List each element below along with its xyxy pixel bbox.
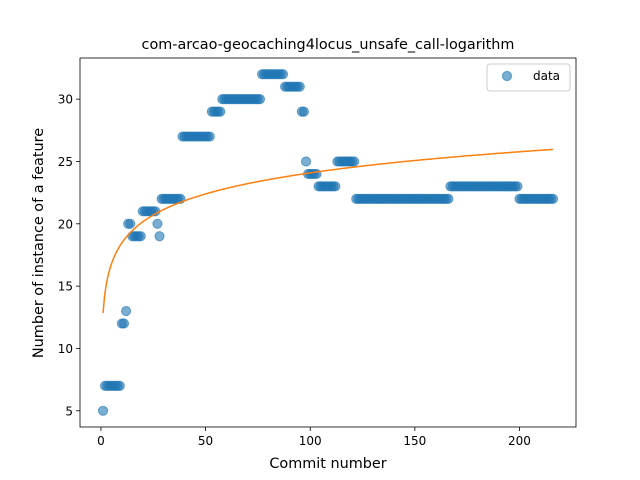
x-tick-label: 200 — [508, 434, 531, 448]
y-axis-label: Number of instance of a feature — [31, 128, 47, 358]
data-point — [443, 193, 454, 204]
data-point — [154, 231, 165, 242]
data-point — [254, 94, 266, 105]
data-point — [215, 106, 226, 117]
data-point — [152, 218, 163, 229]
legend-box — [486, 63, 571, 92]
plot-frame — [79, 57, 577, 428]
x-tick-label: 0 — [97, 434, 105, 448]
y-tick-label: 20 — [58, 217, 73, 231]
x-tick-label: 100 — [299, 434, 322, 448]
data-point — [277, 69, 289, 80]
data-point — [294, 81, 305, 92]
y-tick-label: 30 — [58, 93, 73, 107]
x-tick-label: 150 — [403, 434, 426, 448]
fit-line — [102, 148, 554, 313]
y-tick-label: 25 — [58, 155, 73, 169]
data-point — [349, 156, 360, 167]
y-tick-label: 10 — [58, 342, 73, 356]
data-point — [298, 106, 310, 117]
x-axis-label: Commit number — [269, 456, 386, 472]
legend: data — [486, 63, 571, 92]
x-tick-label: 50 — [198, 434, 213, 448]
data-point — [125, 218, 136, 229]
data-point — [300, 156, 312, 167]
data-point — [114, 380, 125, 391]
legend-marker-data — [501, 70, 513, 82]
chart-title: com-arcao-geocaching4locus_unsafe_call-l… — [142, 37, 515, 53]
data-point — [512, 181, 523, 192]
legend-label-data: data — [533, 69, 560, 83]
y-tick-label: 15 — [58, 280, 73, 294]
data-point — [204, 131, 215, 142]
data-marks — [97, 69, 559, 416]
axes: 0 50 100 150 200 5 10 15 20 25 30 — [58, 57, 577, 448]
data-point — [547, 193, 559, 204]
data-point — [330, 181, 341, 192]
data-point — [120, 305, 132, 317]
data-point — [311, 168, 322, 180]
data-point — [97, 405, 109, 416]
data-point — [118, 318, 130, 329]
y-tick-label: 5 — [65, 404, 73, 418]
data-point — [135, 231, 146, 242]
